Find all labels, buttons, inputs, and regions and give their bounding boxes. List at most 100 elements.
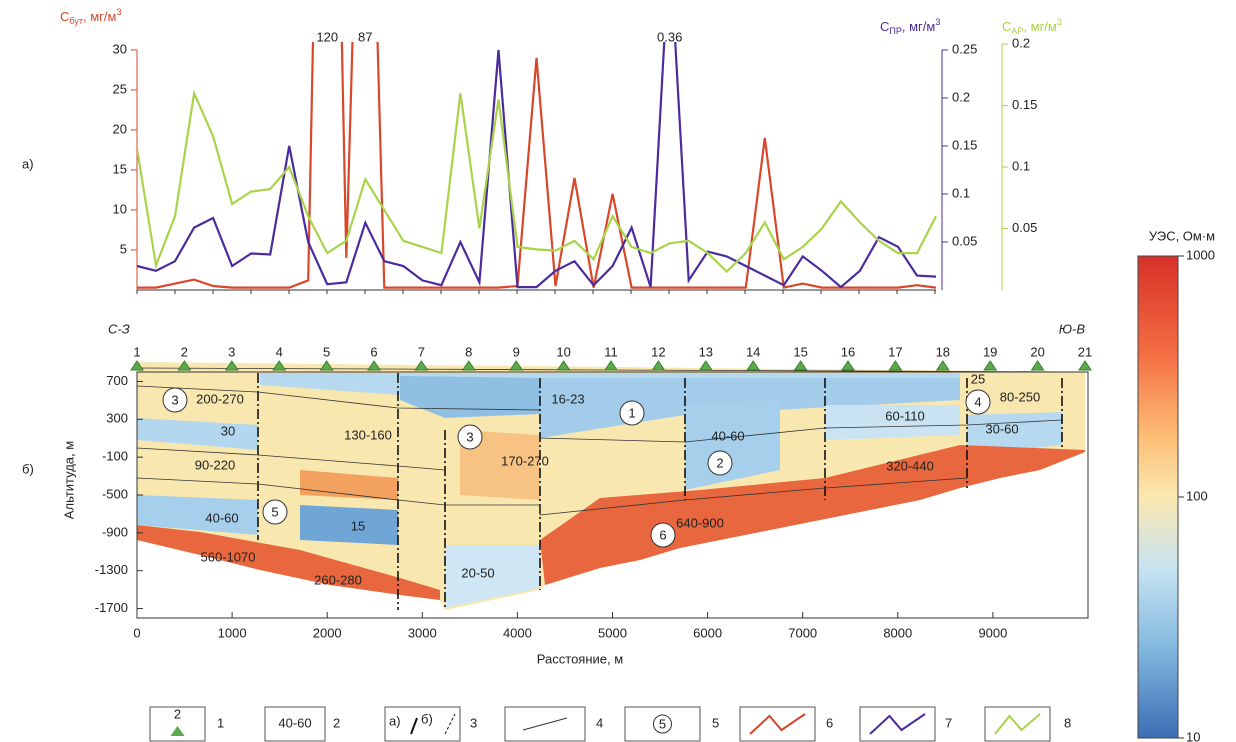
legend-circle (653, 714, 672, 734)
direction-label: Ю-В (1059, 321, 1086, 336)
title-main: C (1002, 19, 1011, 34)
picket-label: 16 (841, 344, 855, 359)
layer-line (136, 385, 541, 411)
picket-label: 11 (604, 344, 618, 359)
legend-symbol-text: б) (421, 711, 433, 726)
legend-picket (170, 726, 185, 736)
value-range: 20-50 (461, 565, 494, 580)
y-tick-label: 30 (113, 41, 127, 56)
x-tick-label: 2000 (313, 625, 342, 640)
zone-marker (707, 450, 733, 476)
picket-label: 7 (418, 344, 425, 359)
x-tick-label: 4000 (503, 625, 532, 640)
legend-label: 5 (712, 715, 719, 730)
value-range: 16-23 (551, 391, 584, 406)
picket-label: 2 (181, 344, 188, 359)
legend-label: 6 (826, 715, 833, 730)
title-unit: , мг/м (83, 9, 117, 24)
legend-box (384, 706, 461, 742)
value-range: 40-60 (205, 510, 238, 525)
picket-label: 5 (323, 344, 330, 359)
x-tick-label: 7000 (788, 625, 817, 640)
axis-title: Cбут, мг/м3 (60, 7, 121, 26)
zone-number: 1 (628, 405, 635, 420)
value-range: 90-220 (195, 457, 235, 472)
y-tick-label: 25 (113, 81, 127, 96)
value-range: 40-60 (711, 428, 744, 443)
picket (130, 360, 144, 371)
legend-label: 1 (217, 715, 224, 730)
y-tick-label: 0.2 (1012, 35, 1030, 50)
x-tick-label: 5000 (598, 625, 627, 640)
title-unit: , мг/м (1023, 19, 1057, 34)
zone-marker (457, 424, 483, 450)
x-tick-label: 9000 (978, 625, 1007, 640)
colorbar-tick-label: 10 (1186, 729, 1200, 742)
y-tick-label: 0.15 (952, 137, 977, 152)
y-tick-label: 0.1 (952, 185, 970, 200)
value-range: 200-270 (196, 391, 244, 406)
colorbar (1137, 255, 1179, 739)
picket (746, 360, 761, 371)
y-tick-label: 0.1 (1012, 158, 1030, 173)
layer-line (445, 504, 541, 515)
zone-number: 3 (171, 392, 178, 407)
x-axis-title: Расстояние, м (537, 651, 623, 666)
legend-label: 4 (596, 715, 603, 730)
title-unit: , мг/м (902, 19, 936, 34)
zone-marker (650, 522, 676, 548)
x-tick-label: 1000 (218, 625, 247, 640)
zone-blue (300, 505, 398, 545)
title-sub: ПР (889, 26, 901, 36)
zone-number: 2 (716, 455, 723, 470)
panel-label: б) (22, 461, 34, 476)
x-tick-label: 0 (133, 625, 140, 640)
picket-label: 6 (370, 344, 377, 359)
title-sup: 3 (116, 7, 121, 17)
picket (319, 360, 334, 371)
colorbar-title: УЭС, Ом·м (1149, 228, 1215, 243)
legend-line (869, 713, 926, 735)
x-tick-label: 8000 (883, 625, 912, 640)
y-tick-label: 0.05 (1012, 220, 1037, 235)
picket-label: 8 (465, 344, 472, 359)
picket (698, 360, 713, 371)
title-sup: 3 (1057, 17, 1062, 27)
picket (841, 360, 855, 371)
zone-number: 4 (974, 394, 981, 409)
y-tick-label: 0.2 (952, 89, 970, 104)
zone-blue (825, 405, 960, 440)
legend-line (749, 713, 806, 735)
picket (367, 360, 381, 371)
legend-label: 2 (333, 715, 340, 730)
layer-line (136, 447, 446, 471)
legend-symbol-text: 2 (174, 706, 181, 721)
picket-label: 4 (276, 344, 283, 359)
layer-lines (136, 367, 1086, 516)
value-range: 130-160 (344, 427, 392, 442)
picket (461, 360, 476, 371)
value-range: 560-1070 (201, 549, 256, 564)
picket-label: 1 (133, 344, 140, 359)
title-sub: АР (1011, 26, 1023, 36)
direction-label: С-З (108, 321, 130, 336)
boundaries (257, 373, 1063, 610)
picket (224, 360, 239, 371)
picket-label: 18 (936, 344, 950, 359)
series-line (137, 89, 937, 274)
y-axis-title: Альтитуда, м (61, 441, 76, 519)
y-tick-label: 0.25 (952, 41, 977, 56)
y-tick-label: 20 (113, 121, 127, 136)
zone-number: 5 (271, 504, 278, 519)
picket (272, 360, 287, 371)
y-tick-label: -500 (102, 486, 128, 501)
legend-line (994, 713, 1041, 735)
picket (935, 360, 950, 371)
y-tick-label: -1300 (95, 562, 128, 577)
layer-line (539, 419, 1063, 443)
zone-number: 3 (466, 429, 473, 444)
picket (793, 360, 808, 371)
value-range: 25 (971, 371, 985, 386)
picket-label: 21 (1078, 344, 1092, 359)
value-range: 170-270 (501, 453, 549, 468)
